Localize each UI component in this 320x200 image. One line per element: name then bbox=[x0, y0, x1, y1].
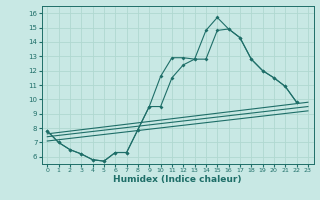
X-axis label: Humidex (Indice chaleur): Humidex (Indice chaleur) bbox=[113, 175, 242, 184]
